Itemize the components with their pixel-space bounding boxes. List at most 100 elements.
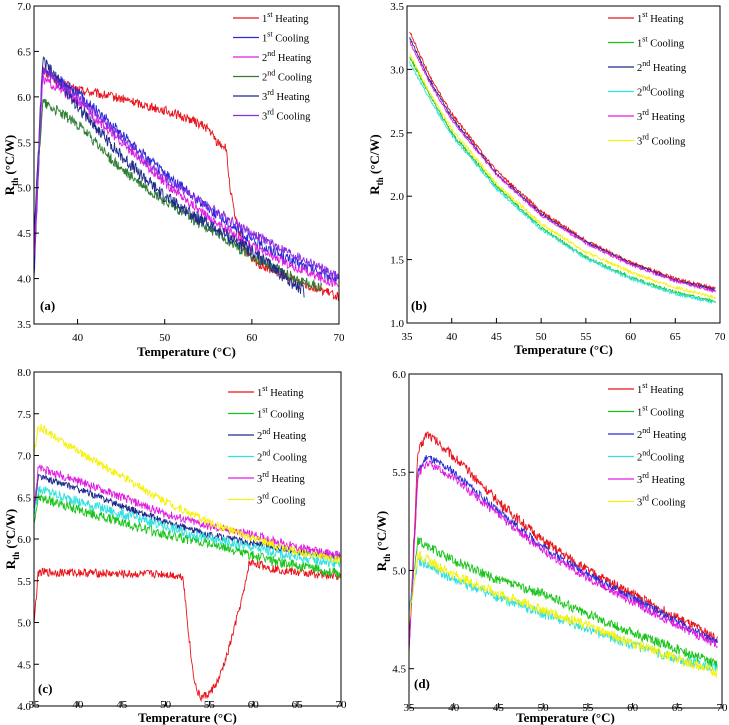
x-tick-label: 50 [159,332,171,344]
x-tick-label: 35 [404,702,416,714]
y-tick-label: 5.0 [17,183,31,195]
legend-entry: 2nd Heating [637,426,687,441]
legend-entry: 3rd Heating [637,471,686,486]
series-line-2nd-cooling [409,61,716,305]
series-line-3rd-heating [33,464,342,561]
legend-entry: 2ndCooling [637,449,685,464]
y-tick-label: 2.5 [390,128,404,140]
x-tick-label: 65 [292,699,304,711]
series-line-2nd-heating [409,37,716,292]
legend-entry: 3rd Cooling [262,108,311,123]
series-line-3rd-cooling [33,67,340,279]
x-tick-label: 60 [246,332,258,344]
y-axis-label: Rth (°C/W) [2,135,20,196]
legend-entry: 2nd Heating [262,49,312,64]
plot-frame [406,5,721,324]
y-axis-label: Rth (°C/W) [367,134,385,195]
legend-entry: 1st Heating [637,381,684,396]
y-tick-label: 6.0 [17,92,31,104]
y-tick-label: 5.5 [17,137,31,149]
x-tick-label: 40 [72,699,84,711]
y-tick-label: 4.5 [392,664,406,676]
y-tick-label: 2.0 [390,191,404,203]
x-tick-label: 50 [160,699,172,711]
panel-label: (c) [38,681,52,696]
legend-entry: 1st Cooling [637,404,685,419]
x-tick-label: 40 [72,332,84,344]
x-tick-label: 60 [627,702,639,714]
legend-entry: 1st Heating [262,10,309,25]
x-tick-label: 55 [204,699,216,711]
y-tick-label: 6.0 [17,534,31,546]
legend-entry: 3rd Cooling [637,133,686,148]
x-axis-label: Temperature (°C) [137,344,236,359]
y-axis-label: Rth (°C/W) [374,511,392,572]
series-line-3rd-cooling [33,423,342,564]
x-tick-label: 70 [715,331,727,343]
y-axis-label: Rth (°C/W) [3,509,21,570]
series-line-2nd-cooling [408,555,718,673]
series-line-3rd-cooling [408,550,718,679]
x-tick-label: 70 [334,332,346,344]
series-line-1st-heating [33,66,340,301]
x-tick-label: 70 [336,699,348,711]
y-tick-label: 4.5 [17,228,31,240]
y-tick-label: 3.5 [17,319,31,331]
panel-label: (d) [414,676,430,691]
plot-frame [33,5,340,325]
y-tick-label: 1.0 [390,318,404,330]
y-tick-label: 6.0 [392,369,406,381]
series-line-1st-heating [409,31,716,291]
y-tick-label: 4.0 [17,274,31,286]
legend-entry: 2nd Cooling [257,449,307,464]
series-line-2nd-heating [408,454,718,650]
legend: 1st Heating 1st Cooling 2nd Heating 2ndCool… [608,10,687,148]
legend-entry: 3rd Heating [257,470,306,485]
x-tick-label: 35 [402,331,414,343]
legend-entry: 1st Heating [637,10,684,25]
y-tick-label: 4.5 [17,659,31,671]
legend-entry: 1st Heating [257,384,304,399]
series-line-2nd-cooling [33,485,342,568]
series-line-3rd-heating [409,40,716,294]
y-tick-label: 3.0 [390,64,404,76]
y-tick-label: 7.5 [17,409,31,421]
x-tick-label: 55 [582,702,594,714]
y-tick-label: 3.5 [390,1,404,13]
x-tick-label: 65 [672,702,684,714]
legend-entry: 3rd Heating [637,108,686,123]
series-line-3rd-heating [408,460,718,649]
x-tick-label: 55 [580,331,592,343]
legend-entry: 3rd Cooling [257,492,306,507]
x-tick-label: 60 [625,331,637,343]
legend-entry: 2nd Cooling [262,69,312,84]
y-tick-label: 7.0 [17,1,31,13]
y-tick-label: 5.5 [392,467,406,479]
y-tick-label: 5.0 [17,618,31,630]
x-tick-label: 65 [670,331,682,343]
y-tick-label: 5.0 [392,565,406,577]
legend-entry: 2ndCooling [637,84,685,99]
x-tick-label: 40 [446,331,458,343]
x-tick-label: 50 [536,331,548,343]
x-axis-label: Temperature (°C) [516,710,615,725]
x-axis-label: Temperature (°C) [138,710,237,725]
x-axis-label: Temperature (°C) [514,342,613,357]
legend: 1st Heating 1st Cooling 2nd Heating 2nd Coo… [228,384,307,507]
chart-panel-b: 35 40 45 50 55 60 65 70 1.0 1.5 2.0 2.5 3.0 3.5 Temper… [367,1,726,357]
x-tick-label: 45 [116,699,128,711]
legend-entry: 3rd Cooling [637,494,686,509]
legend-entry: 1st Cooling [637,35,685,50]
x-tick-label: 35 [29,699,41,711]
chart-panel-d: 35 40 45 50 55 60 65 70 4.5 5.0 5.5 6.0 Temperature … [374,369,728,725]
y-tick-label: 5.5 [17,576,31,588]
series-line-1st-cooling [33,493,342,579]
y-tick-label: 7.0 [17,451,31,463]
legend: 1st Heating 1st Cooling 2nd Heating 2ndCool… [608,381,687,509]
panel-label: (b) [411,298,427,313]
legend: 1st Heating 1st Cooling 2nd Heating 2nd Coo… [233,10,312,123]
legend-entry: 1st Cooling [257,406,305,421]
y-tick-label: 4.0 [17,701,31,713]
legend-entry: 2nd Heating [637,59,687,74]
